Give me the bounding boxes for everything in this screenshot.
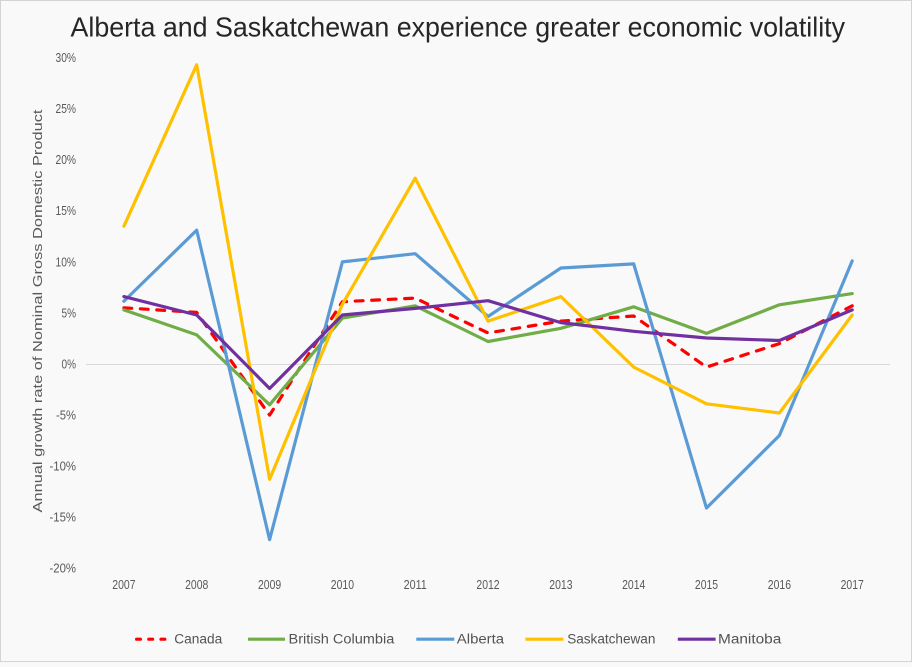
svg-text:2016: 2016 xyxy=(768,578,791,592)
svg-text:10%: 10% xyxy=(56,255,77,269)
svg-text:2015: 2015 xyxy=(695,578,718,592)
svg-text:Manitoba: Manitoba xyxy=(718,632,781,648)
svg-text:-10%: -10% xyxy=(50,460,77,474)
svg-text:2007: 2007 xyxy=(112,578,135,592)
svg-text:0%: 0% xyxy=(62,357,77,371)
svg-text:2009: 2009 xyxy=(258,578,281,592)
svg-text:-15%: -15% xyxy=(50,511,77,525)
svg-text:-20%: -20% xyxy=(50,562,77,576)
svg-text:Annual growth rate of Nominal: Annual growth rate of Nominal Gross Dome… xyxy=(31,109,45,513)
svg-text:20%: 20% xyxy=(56,153,77,167)
svg-text:2013: 2013 xyxy=(549,578,572,592)
svg-text:British Columbia: British Columbia xyxy=(289,632,395,648)
svg-text:5%: 5% xyxy=(62,306,77,320)
svg-text:Alberta: Alberta xyxy=(457,632,504,648)
svg-text:Saskatchewan: Saskatchewan xyxy=(567,632,655,648)
svg-text:-5%: -5% xyxy=(56,409,76,423)
svg-text:2012: 2012 xyxy=(476,578,499,592)
svg-text:Canada: Canada xyxy=(174,632,222,648)
svg-text:2008: 2008 xyxy=(185,578,208,592)
svg-text:2011: 2011 xyxy=(404,578,427,592)
svg-text:2017: 2017 xyxy=(841,578,864,592)
svg-text:15%: 15% xyxy=(56,204,77,218)
svg-text:2014: 2014 xyxy=(622,578,645,592)
svg-text:25%: 25% xyxy=(56,102,77,116)
svg-text:2010: 2010 xyxy=(331,578,354,592)
svg-text:30%: 30% xyxy=(56,51,77,65)
svg-text:Alberta and Saskatchewan exper: Alberta and Saskatchewan experience grea… xyxy=(71,11,846,42)
